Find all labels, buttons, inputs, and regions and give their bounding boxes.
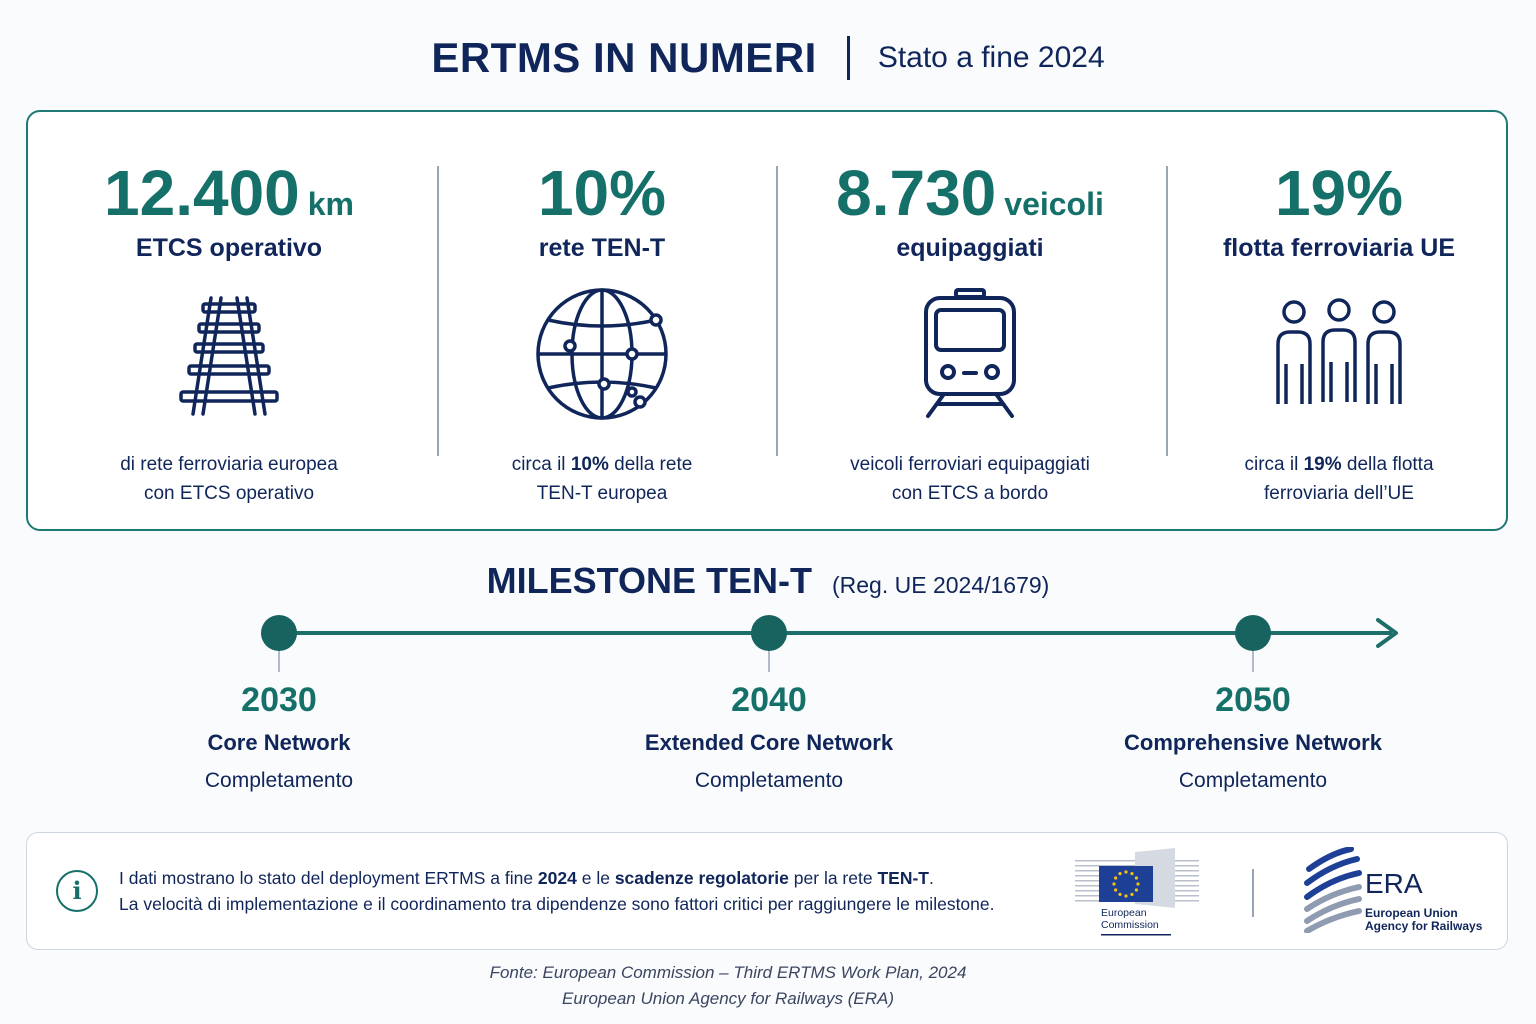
european-commission-logo — [1075, 848, 1199, 936]
people-icon — [1276, 298, 1402, 404]
desc-line: di rete ferroviaria europea — [120, 454, 338, 475]
milestones-title: MILESTONE TEN-T — [486, 560, 812, 601]
desc-line: ferroviaria dell’UE — [1264, 483, 1414, 504]
logo-divider — [1252, 869, 1254, 917]
desc-text: della flotta — [1341, 454, 1434, 475]
stat-etcs-km: 12.400 km ETCS operativo di rete ferrovia… — [44, 112, 414, 533]
desc-line: con ETCS operativo — [143, 483, 315, 504]
timeline-dot-2030 — [261, 615, 297, 651]
timeline-dot-2050 — [1235, 615, 1271, 651]
column-divider — [437, 166, 439, 456]
era-logo-icon — [1304, 847, 1362, 933]
stat-number: 8.730 — [836, 157, 997, 229]
info-box: i I dati mostrano lo stato del deploymen… — [26, 832, 1508, 950]
stat-value: 10% — [417, 156, 787, 230]
desc-text: circa il — [511, 454, 571, 475]
stat-value: 8.730 veicoli — [785, 156, 1155, 230]
timeline-arrowhead — [1376, 618, 1398, 648]
info-text-part: e le — [576, 868, 615, 888]
source-line: European Union Agency for Railways (ERA) — [562, 989, 894, 1008]
page-title: ERTMS IN NUMERI — [431, 34, 817, 81]
milestone-2050: 2050 Comprehensive Network Completamento — [1083, 678, 1423, 798]
column-divider — [1166, 166, 1168, 456]
stat-label: ETCS operativo — [135, 234, 323, 262]
milestone-year: 2030 — [241, 681, 317, 719]
stat-description: circa il 19% della flotta ferroviaria de… — [1154, 450, 1524, 508]
header: ERTMS IN NUMERI Stato a fine 2024 — [0, 28, 1536, 88]
era-logo-line: Agency for Railways — [1365, 919, 1483, 933]
milestone-status: Completamento — [204, 769, 354, 792]
timeline — [261, 615, 1398, 672]
stat-value: 19% — [1154, 156, 1524, 230]
source-line: Fonte: European Commission – Third ERTMS… — [489, 963, 967, 982]
railway-track-icon — [179, 296, 279, 416]
milestone-name: Extended Core Network — [644, 730, 894, 755]
timeline-dot-2040 — [751, 615, 787, 651]
milestone-2030: 2030 Core Network Completamento — [109, 678, 449, 798]
train-icon — [924, 288, 1016, 418]
stats-card: 12.400 km ETCS operativo di rete ferrovia… — [26, 110, 1508, 531]
milestones-subtitle: (Reg. UE 2024/1679) — [831, 572, 1050, 598]
stat-fleet-percent: 19% flotta ferroviaria UE circa il 19% d… — [1154, 112, 1524, 533]
stat-unit: veicoli — [1004, 186, 1104, 222]
ec-logo-text: European Commission — [1101, 907, 1159, 931]
info-text-bold: TEN-T — [877, 868, 929, 888]
era-logo-subtitle: European Union Agency for Railways — [1365, 907, 1482, 933]
stat-vehicles: 8.730 veicoli equipaggiati veicoli ferrov… — [785, 112, 1155, 533]
info-text-line: La velocità di implementazione e il coor… — [119, 894, 995, 914]
page-subtitle: Stato a fine 2024 — [877, 41, 1105, 74]
milestone-status: Completamento — [1178, 769, 1328, 792]
info-text: I dati mostrano lo stato del deployment … — [119, 865, 1079, 917]
desc-line: veicoli ferroviari equipaggiati — [850, 454, 1090, 475]
desc-line: con ETCS a bordo — [891, 483, 1049, 504]
stat-description: veicoli ferroviari equipaggiati con ETCS… — [785, 450, 1155, 508]
desc-line: TEN-T europea — [536, 483, 668, 504]
milestone-status: Completamento — [694, 769, 844, 792]
info-text-part: I dati mostrano lo stato del deployment … — [119, 868, 538, 888]
stat-tent-percent: 10% rete TEN-T circa il 10% della rete T… — [417, 112, 787, 533]
column-divider — [776, 166, 778, 456]
desc-bold: 10% — [570, 454, 609, 475]
desc-text: circa il — [1244, 454, 1304, 475]
ec-logo-line: European — [1101, 907, 1147, 919]
milestone-name: Comprehensive Network — [1124, 730, 1382, 755]
stat-label: flotta ferroviaria UE — [1222, 234, 1455, 262]
milestones-heading: MILESTONE TEN-T (Reg. UE 2024/1679) — [0, 560, 1536, 610]
info-text-part: per la rete — [788, 868, 878, 888]
stat-value: 12.400 km — [44, 156, 414, 230]
era-logo-line: European Union — [1365, 906, 1458, 920]
globe-network-icon — [536, 288, 668, 420]
stat-description: circa il 10% della rete TEN-T europea — [417, 450, 787, 508]
milestone-2040: 2040 Extended Core Network Completamento — [599, 678, 939, 798]
desc-text: della rete — [608, 454, 693, 475]
info-text-bold: 2024 — [537, 868, 577, 888]
milestone-year: 2050 — [1215, 681, 1291, 719]
era-logo-name: ERA — [1365, 868, 1423, 899]
milestone-name: Core Network — [207, 730, 351, 755]
info-icon: i — [56, 870, 98, 912]
stat-number: 10% — [537, 157, 667, 229]
stat-label: rete TEN-T — [538, 234, 666, 262]
source-note: Fonte: European Commission – Third ERTMS… — [0, 960, 1456, 1012]
desc-bold: 19% — [1303, 454, 1342, 475]
stat-description: di rete ferroviaria europea con ETCS ope… — [44, 450, 414, 508]
stat-unit: km — [307, 186, 354, 222]
stat-number: 12.400 — [104, 157, 300, 229]
info-text-bold: scadenze regolatorie — [614, 868, 789, 888]
stat-label: equipaggiati — [896, 234, 1044, 262]
info-text-part: . — [928, 868, 934, 888]
stat-number: 19% — [1274, 157, 1404, 229]
title-separator — [846, 36, 850, 80]
ec-logo-line: Commission — [1101, 919, 1159, 931]
milestone-year: 2040 — [731, 681, 807, 719]
